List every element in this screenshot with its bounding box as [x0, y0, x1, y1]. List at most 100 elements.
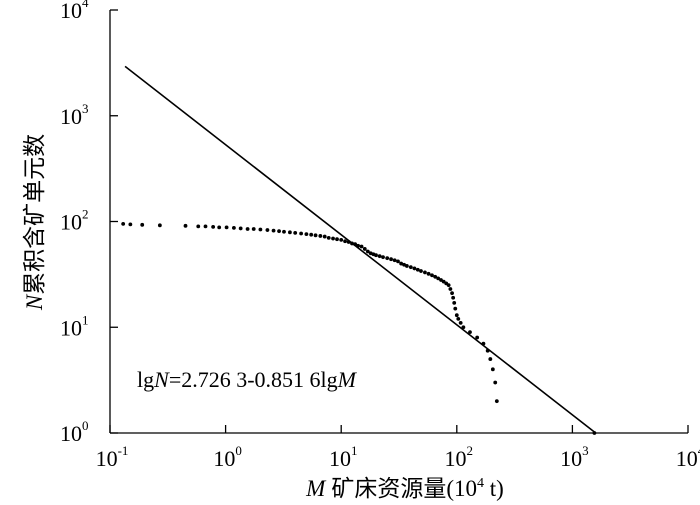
y-axis-label-text: 累积含矿单元数: [22, 134, 47, 295]
data-point-25: [318, 234, 323, 238]
y-tick-label-1: 101: [60, 312, 89, 340]
y-tick-label-4: 104: [60, 0, 89, 23]
x-tick-label-5: 104: [676, 443, 700, 471]
x-axis-label: M 矿床资源量(104 t): [305, 476, 504, 501]
x-axis-label-pre: 矿床资源量(10: [331, 476, 477, 501]
data-point-24: [313, 233, 318, 238]
y-axis-label-var: N: [22, 293, 47, 311]
y-tick-labels: 100 101 102 103 104: [60, 0, 89, 446]
data-point-22: [304, 232, 309, 237]
data-point-70: [456, 316, 461, 321]
data-point-45: [389, 257, 393, 262]
data-point-69: [454, 313, 459, 318]
data-point-52: [412, 266, 417, 271]
data-point-23: [309, 232, 314, 237]
data-point-13: [251, 227, 256, 231]
data-point-80: [494, 399, 499, 404]
y-tick-label-0: 100: [60, 418, 89, 446]
data-point-47: [396, 259, 400, 264]
data-point-7: [211, 224, 216, 229]
data-point-46: [392, 258, 397, 263]
data-point-81: [592, 431, 597, 435]
regression-equation-part-3: M: [337, 367, 358, 392]
data-point-4: [183, 223, 188, 228]
data-point-1: [128, 222, 133, 227]
data-point-41: [374, 253, 378, 258]
data-point-30: [339, 237, 344, 242]
y-tick-label-2: 102: [60, 207, 89, 235]
x-tick-label-3: 102: [445, 443, 474, 471]
data-point-56: [426, 271, 431, 276]
data-point-51: [408, 265, 413, 270]
data-point-34: [353, 242, 358, 247]
data-point-65: [450, 291, 454, 296]
data-point-76: [485, 348, 490, 353]
regression-equation: lgN=2.726 3-0.851 6lgM: [137, 367, 358, 392]
x-axis-label-exp: 4: [477, 476, 484, 491]
data-point-57: [430, 273, 434, 278]
data-point-53: [415, 267, 420, 272]
data-point-12: [245, 227, 250, 231]
data-point-18: [282, 229, 286, 234]
data-point-11: [238, 226, 243, 231]
data-point-17: [277, 229, 281, 234]
data-point-15: [265, 228, 270, 232]
data-point-43: [381, 255, 385, 260]
data-point-20: [293, 231, 298, 235]
data-point-78: [490, 367, 495, 372]
data-point-55: [423, 270, 427, 275]
data-point-58: [433, 274, 438, 279]
data-point-38: [365, 249, 370, 254]
regression-equation-part-2: =2.726 3-0.851 6lg: [169, 367, 338, 392]
data-point-28: [331, 236, 335, 241]
data-point-79: [493, 380, 498, 385]
data-point-10: [232, 225, 236, 230]
data-points: [121, 221, 597, 435]
data-point-71: [458, 320, 463, 325]
x-tick-label-4: 103: [560, 443, 589, 471]
x-tick-label-1: 100: [213, 443, 242, 471]
data-point-8: [217, 225, 222, 230]
data-point-26: [322, 234, 327, 239]
data-point-0: [121, 221, 126, 226]
data-point-77: [488, 357, 493, 361]
data-point-42: [377, 254, 382, 259]
data-point-19: [288, 230, 292, 235]
fit-line-group: [124, 65, 595, 433]
data-point-32: [346, 240, 351, 244]
data-point-63: [446, 283, 451, 288]
data-point-48: [399, 261, 404, 266]
data-point-44: [385, 256, 390, 261]
data-point-67: [452, 300, 457, 305]
x-tick-labels: 10-1 100 101 102 103 104: [96, 443, 700, 471]
x-axis-label-var: M: [305, 476, 327, 501]
data-point-66: [451, 295, 456, 300]
data-point-31: [343, 239, 347, 244]
data-point-14: [258, 227, 263, 232]
data-point-75: [481, 341, 486, 346]
data-point-54: [419, 269, 423, 273]
data-point-35: [356, 243, 360, 248]
data-point-21: [299, 231, 304, 236]
data-point-9: [224, 225, 229, 230]
data-point-6: [203, 224, 208, 229]
data-point-16: [271, 228, 276, 233]
tick-marks: [109, 9, 689, 434]
data-point-29: [335, 237, 339, 242]
data-point-68: [453, 306, 458, 311]
data-point-64: [448, 287, 453, 291]
data-point-37: [362, 247, 367, 251]
regression-equation-part-0: lg: [137, 367, 154, 392]
x-tick-label-2: 101: [329, 443, 358, 471]
data-point-50: [404, 264, 409, 268]
y-tick-label-3: 103: [60, 101, 89, 129]
data-point-2: [140, 222, 145, 227]
y-axis-label: N累积含矿单元数: [22, 134, 47, 311]
data-point-36: [359, 244, 364, 249]
x-tick-label-0: 10-1: [96, 443, 129, 471]
data-point-59: [436, 276, 441, 281]
x-axis-label-post: t): [484, 476, 504, 501]
regression-equation-part-1: N: [153, 367, 170, 392]
data-point-27: [326, 235, 331, 240]
